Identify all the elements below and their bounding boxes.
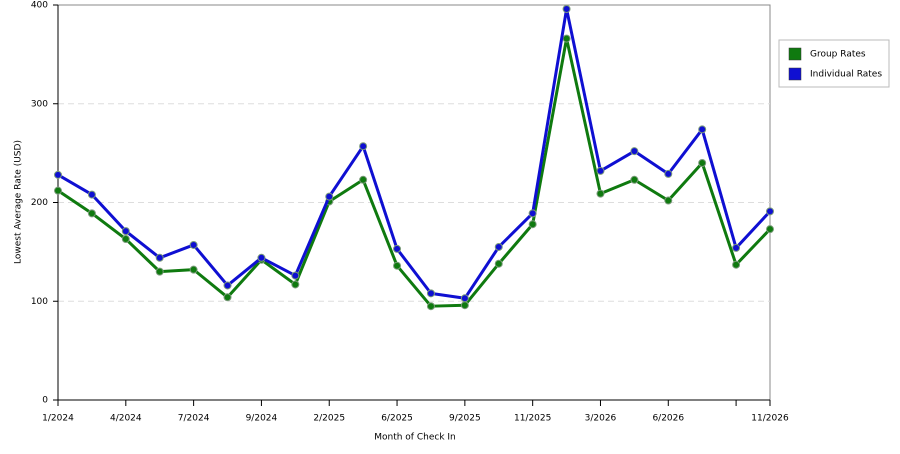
y-tick-label: 0 xyxy=(42,396,48,406)
data-point xyxy=(359,142,368,151)
legend-label: Group Rates xyxy=(810,50,866,60)
x-tick-label: 11/2026 xyxy=(751,414,789,424)
data-point xyxy=(596,166,605,175)
x-tick-label: 11/2025 xyxy=(514,414,551,424)
data-point xyxy=(528,220,537,229)
data-point xyxy=(291,280,300,289)
y-tick-label: 200 xyxy=(31,198,48,208)
x-tick-label: 1/2024 xyxy=(42,414,74,424)
data-point xyxy=(87,209,96,218)
y-axis-label: Lowest Average Rate (USD) xyxy=(14,140,24,264)
x-tick-label: 6/2026 xyxy=(652,414,684,424)
x-axis-label: Month of Check In xyxy=(374,433,456,443)
y-tick-label: 100 xyxy=(31,297,48,307)
x-tick-label: 7/2024 xyxy=(178,414,210,424)
data-point xyxy=(664,196,673,205)
data-point xyxy=(528,209,537,218)
data-point xyxy=(155,267,164,276)
x-tick-label: 9/2024 xyxy=(246,414,278,424)
data-point xyxy=(630,147,639,156)
data-point xyxy=(223,281,232,290)
data-point xyxy=(257,253,266,262)
data-point xyxy=(494,259,503,268)
legend-label: Individual Rates xyxy=(810,70,882,80)
data-point xyxy=(698,125,707,134)
series-line xyxy=(57,37,772,308)
data-point xyxy=(460,294,469,303)
data-point xyxy=(121,235,130,244)
data-point xyxy=(426,289,435,298)
x-tick-label: 3/2026 xyxy=(585,414,617,424)
x-tick-label: 6/2025 xyxy=(381,414,413,424)
legend-swatch xyxy=(788,47,802,61)
data-point xyxy=(426,302,435,311)
data-point xyxy=(189,265,198,274)
data-point xyxy=(155,253,164,262)
x-tick-label: 4/2024 xyxy=(110,414,142,424)
data-point xyxy=(54,170,62,179)
data-point xyxy=(562,34,571,43)
data-point xyxy=(393,261,402,270)
x-tick-label: 2/2025 xyxy=(313,414,345,424)
data-point xyxy=(189,240,198,249)
data-point xyxy=(223,293,232,302)
legend-swatch xyxy=(788,67,802,81)
data-point xyxy=(460,301,469,310)
data-point xyxy=(54,186,62,195)
data-point xyxy=(766,207,774,216)
data-point xyxy=(87,190,96,199)
data-point xyxy=(393,244,402,253)
data-point xyxy=(664,169,673,178)
data-point xyxy=(494,242,503,251)
data-point xyxy=(359,175,368,184)
data-point xyxy=(732,260,741,269)
data-point xyxy=(630,175,639,184)
data-point xyxy=(291,271,300,280)
data-point xyxy=(698,159,707,167)
data-point xyxy=(562,4,571,13)
series-line xyxy=(57,7,772,300)
data-point xyxy=(121,227,130,236)
y-tick-label: 300 xyxy=(31,99,48,109)
x-tick-label: 9/2025 xyxy=(449,414,481,424)
data-point xyxy=(732,243,741,252)
data-point xyxy=(596,189,605,198)
data-point xyxy=(325,192,334,201)
data-point xyxy=(766,225,774,234)
y-tick-label: 400 xyxy=(31,1,48,11)
